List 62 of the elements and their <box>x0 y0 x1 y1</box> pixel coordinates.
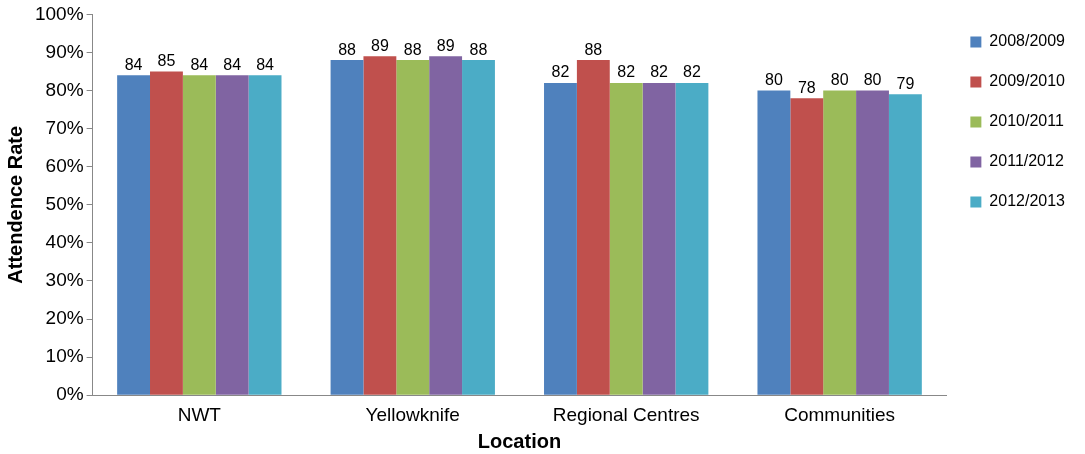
y-tick-label: 20% <box>45 307 84 329</box>
x-tick-label: Yellowknife <box>365 403 460 425</box>
y-tick-label: 60% <box>45 154 84 176</box>
data-label: 84 <box>223 55 242 73</box>
bar <box>642 82 676 395</box>
x-axis-title: Location <box>477 429 562 452</box>
bar <box>544 82 577 395</box>
x-tick-label: Communities <box>784 403 896 425</box>
bar <box>330 60 364 395</box>
x-tick-label: NWT <box>177 403 222 425</box>
y-tick-label: 50% <box>45 193 84 215</box>
data-label: 80 <box>863 70 882 88</box>
y-tick-label: 70% <box>45 116 84 138</box>
data-label: 88 <box>469 40 488 58</box>
data-label: 89 <box>370 36 389 54</box>
data-label: 78 <box>797 78 816 96</box>
y-tick-label: 80% <box>45 78 84 100</box>
bar <box>856 90 889 395</box>
legend-label: 2011/2012 <box>989 152 1064 170</box>
bar <box>462 60 495 395</box>
y-tick-label: 40% <box>45 231 84 253</box>
bar <box>248 75 282 395</box>
bar <box>790 98 824 395</box>
bar <box>150 71 183 395</box>
data-label: 82 <box>650 63 669 81</box>
legend-label: 2009/2010 <box>989 72 1066 90</box>
bar <box>888 94 922 395</box>
data-label: 79 <box>896 74 915 92</box>
bar <box>675 82 709 395</box>
bar <box>363 56 397 395</box>
y-tick-label: 100% <box>34 2 84 24</box>
data-label: 80 <box>765 70 783 88</box>
bar <box>396 60 430 395</box>
bar <box>823 90 857 395</box>
data-label: 84 <box>256 55 275 73</box>
bar <box>429 56 463 395</box>
legend-label: 2010/2011 <box>989 112 1064 130</box>
y-axis-title: Attendence Rate <box>3 125 26 284</box>
data-label: 85 <box>157 51 176 69</box>
data-label: 88 <box>338 40 357 58</box>
data-label: 82 <box>551 63 570 81</box>
legend-label: 2008/2009 <box>989 32 1066 50</box>
data-label: 88 <box>584 40 603 58</box>
bar <box>215 75 249 395</box>
bar <box>609 82 643 395</box>
data-label: 80 <box>830 70 849 88</box>
data-label: 84 <box>190 55 209 73</box>
data-label: 88 <box>403 40 422 58</box>
bar <box>117 75 151 395</box>
x-tick-label: Regional Centres <box>552 403 700 425</box>
data-label: 89 <box>436 36 455 54</box>
bar <box>182 75 216 395</box>
bar <box>576 60 610 395</box>
data-label: 82 <box>683 63 701 81</box>
y-tick-label: 30% <box>45 269 84 291</box>
y-tick-label: 10% <box>45 345 84 367</box>
y-tick-label: 0% <box>56 383 84 405</box>
y-tick-label: 90% <box>45 40 84 62</box>
bar <box>757 90 791 395</box>
legend-label: 2012/2013 <box>989 192 1066 210</box>
data-label: 82 <box>617 63 636 81</box>
data-label: 84 <box>124 55 143 73</box>
